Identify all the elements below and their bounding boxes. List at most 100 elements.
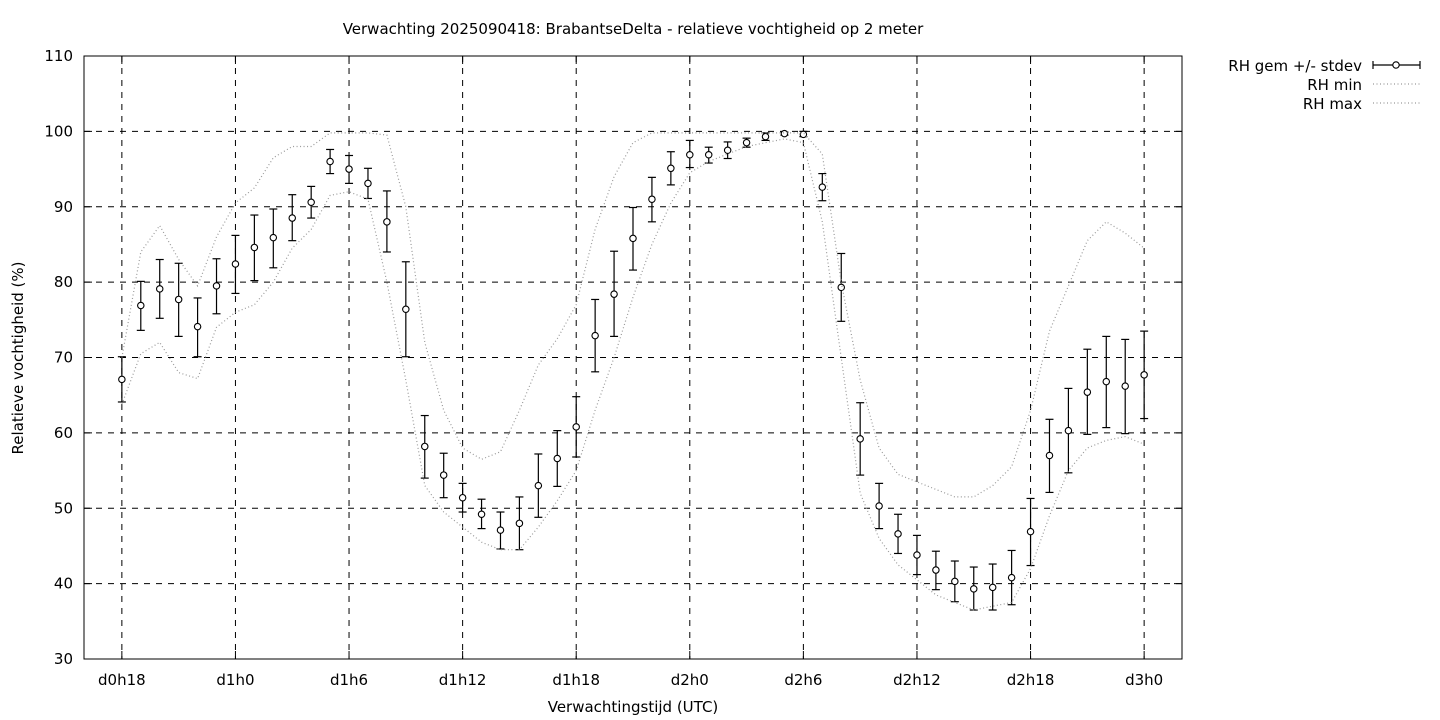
errorbar-point xyxy=(799,130,808,139)
errorbar-point xyxy=(458,482,467,513)
errorbar-point xyxy=(477,498,486,530)
errorbar-point xyxy=(780,129,789,138)
x-tick-label: d2h0 xyxy=(671,671,709,689)
data-point xyxy=(913,551,921,559)
x-tick-label: d1h0 xyxy=(216,671,254,689)
y-tick-label: 100 xyxy=(44,122,73,140)
errorbar-point xyxy=(307,185,316,219)
plot-frame xyxy=(83,55,1183,660)
errorbar-point xyxy=(496,511,505,550)
y-tick-label: 70 xyxy=(54,349,73,367)
data-point xyxy=(818,183,827,191)
errorbar-point xyxy=(382,190,391,253)
y-tick-label: 30 xyxy=(54,650,73,668)
data-point xyxy=(610,290,618,298)
chart-title: Verwachting 2025090418: BrabantseDelta -… xyxy=(343,20,924,38)
errorbar-point xyxy=(912,534,921,576)
errorbar-point xyxy=(420,414,429,479)
data-point xyxy=(269,233,278,242)
data-point xyxy=(1140,371,1148,379)
errorbar-point xyxy=(345,154,354,184)
data-point xyxy=(553,454,562,463)
data-point xyxy=(1007,573,1016,582)
y-tick-label: 110 xyxy=(44,47,73,65)
errorbar-point xyxy=(363,167,372,200)
errorbar-point xyxy=(269,208,278,269)
data-point xyxy=(174,295,183,304)
y-tick-label: 40 xyxy=(54,575,73,593)
errorbar-point xyxy=(117,356,126,403)
data-point xyxy=(364,179,372,188)
data-point xyxy=(1121,382,1129,390)
y-axis-label: Relatieve vochtigheid (%) xyxy=(9,261,27,454)
errorbar-point xyxy=(572,396,581,458)
errorbar-point xyxy=(1121,338,1130,435)
x-tick-label: d1h6 xyxy=(330,671,368,689)
errorbar-point xyxy=(515,496,524,551)
y-tick-label: 80 xyxy=(54,273,73,291)
x-tick-label: d0h18 xyxy=(98,671,146,689)
data-point xyxy=(288,214,296,222)
errorbar-point xyxy=(629,206,637,271)
data-point xyxy=(761,132,770,141)
errorbar-point xyxy=(837,252,846,322)
data-point xyxy=(572,423,580,431)
errorbar-point xyxy=(212,258,221,315)
data-point xyxy=(1083,388,1092,396)
errorbar-point xyxy=(647,176,656,223)
errorbar-point xyxy=(894,513,903,555)
legend-swatch-point xyxy=(1392,61,1400,69)
errorbar-point xyxy=(610,250,619,337)
errorbar-point xyxy=(666,151,675,186)
errorbar-point xyxy=(1064,387,1073,474)
errorbar-point xyxy=(742,137,751,148)
plot-series xyxy=(117,129,1149,611)
legend-label: RH max xyxy=(1303,95,1362,113)
errorbar-point xyxy=(856,402,865,476)
errorbar-point xyxy=(723,141,732,160)
data-point xyxy=(723,146,732,154)
data-point xyxy=(988,583,997,592)
data-point xyxy=(704,150,713,159)
data-point xyxy=(591,331,599,340)
axis-ticks: 30 40 50 60 70 80 90 100 110 d0h18 d1h0 d1h6 d1h12 d1… xyxy=(44,47,1182,689)
legend-label: RH min xyxy=(1307,76,1362,94)
errorbar-point xyxy=(1140,330,1149,420)
errorbar-point xyxy=(950,560,959,603)
errorbar-point xyxy=(193,297,202,358)
data-point xyxy=(118,375,126,384)
errorbar-point xyxy=(969,566,978,611)
data-point xyxy=(515,519,524,528)
grid-lines xyxy=(84,56,1182,659)
data-point xyxy=(970,585,978,593)
x-tick-label: d2h18 xyxy=(1007,671,1055,689)
data-point xyxy=(1045,451,1054,460)
data-point xyxy=(667,164,675,173)
errorbar-point xyxy=(439,452,448,499)
data-point xyxy=(477,510,486,519)
data-point xyxy=(742,138,751,147)
data-point xyxy=(458,493,467,502)
data-point xyxy=(345,165,353,173)
series-line-rh-max xyxy=(121,132,1145,498)
x-tick-label: d1h18 xyxy=(552,671,600,689)
x-axis-label: Verwachtingstijd (UTC) xyxy=(548,698,719,716)
errorbar-point xyxy=(401,261,410,358)
data-point xyxy=(1102,377,1111,386)
errorbar-point xyxy=(1102,335,1111,429)
errorbar-point xyxy=(231,234,240,295)
data-point xyxy=(856,435,864,443)
data-point xyxy=(231,260,240,268)
x-tick-label: d3h0 xyxy=(1125,671,1163,689)
errorbar-point xyxy=(931,550,940,591)
data-point xyxy=(780,129,789,138)
data-point xyxy=(932,566,940,574)
data-point xyxy=(496,526,505,534)
errorbar-point xyxy=(326,148,335,175)
data-point xyxy=(137,301,145,310)
y-tick-label: 50 xyxy=(54,499,73,517)
errorbar-point xyxy=(591,298,600,373)
data-point xyxy=(155,285,164,293)
data-point xyxy=(250,243,259,252)
